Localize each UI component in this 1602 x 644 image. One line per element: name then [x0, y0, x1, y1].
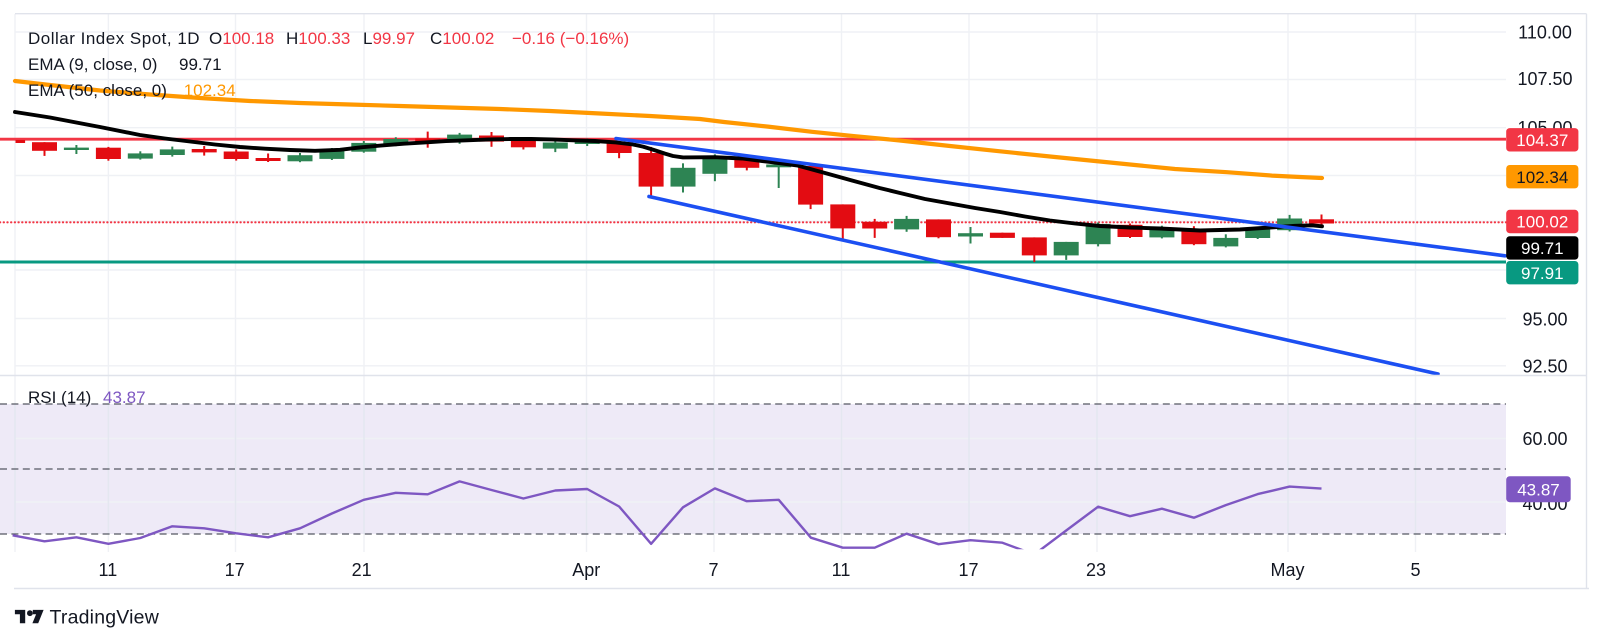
svg-text:5: 5	[1410, 560, 1420, 580]
svg-text:EMA (50, close, 0): EMA (50, close, 0)	[28, 81, 167, 100]
svg-text:21: 21	[352, 560, 372, 580]
svg-text:97.91: 97.91	[1521, 264, 1564, 283]
svg-text:11: 11	[99, 560, 118, 580]
svg-text:23: 23	[1086, 560, 1106, 580]
svg-text:RSI (14): RSI (14)	[28, 388, 91, 407]
svg-text:C100.02: C100.02	[430, 29, 494, 48]
svg-text:92.50: 92.50	[1522, 357, 1567, 377]
svg-text:TradingView: TradingView	[50, 607, 160, 629]
svg-text:110.00: 110.00	[1518, 22, 1572, 42]
svg-text:104.37: 104.37	[1516, 131, 1568, 150]
svg-text:102.34: 102.34	[1516, 168, 1568, 187]
svg-text:O100.18: O100.18	[209, 29, 274, 48]
svg-text:60.00: 60.00	[1522, 429, 1567, 449]
svg-text:H100.33: H100.33	[286, 29, 350, 48]
svg-text:95.00: 95.00	[1522, 309, 1567, 329]
svg-text:Apr: Apr	[572, 560, 600, 580]
svg-text:102.34: 102.34	[184, 81, 236, 100]
svg-text:107.50: 107.50	[1517, 69, 1572, 89]
svg-text:43.87: 43.87	[1517, 480, 1560, 499]
svg-text:EMA (9, close, 0): EMA (9, close, 0)	[28, 55, 157, 74]
svg-text:17: 17	[225, 560, 245, 580]
svg-text:100.02: 100.02	[1516, 213, 1568, 232]
svg-text:L99.97: L99.97	[363, 29, 415, 48]
svg-text:−0.16 (−0.16%): −0.16 (−0.16%)	[512, 29, 629, 48]
svg-text:Dollar Index Spot, 1D: Dollar Index Spot, 1D	[28, 29, 200, 48]
svg-text:99.71: 99.71	[1521, 239, 1564, 258]
svg-text:43.87: 43.87	[103, 388, 146, 407]
svg-text:May: May	[1270, 560, 1304, 580]
svg-text:99.71: 99.71	[179, 55, 222, 74]
svg-text:11: 11	[832, 560, 851, 580]
svg-text:17: 17	[958, 560, 978, 580]
svg-text:7: 7	[708, 560, 718, 580]
